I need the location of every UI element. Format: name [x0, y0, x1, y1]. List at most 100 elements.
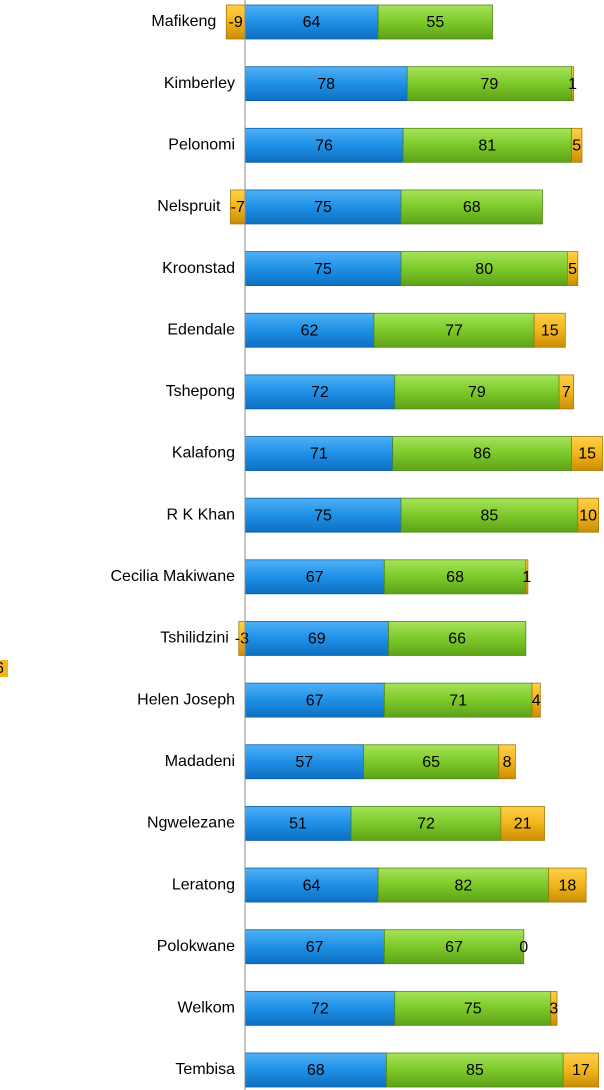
- category-label: Tshilidzini: [160, 630, 228, 647]
- bar-segment: [244, 929, 385, 965]
- bar-segment: [406, 66, 572, 102]
- data-label: 72: [417, 816, 435, 833]
- category-label: Madadeni: [165, 753, 235, 770]
- data-label: 51: [289, 816, 307, 833]
- bar-segment: [394, 374, 560, 410]
- bar-segment: [244, 621, 389, 656]
- data-label: 67: [306, 569, 324, 586]
- data-label: 15: [578, 446, 596, 463]
- data-label: 57: [295, 754, 313, 771]
- data-label: 72: [311, 1001, 329, 1018]
- data-label: 64: [303, 877, 321, 894]
- bar-segment: [244, 436, 394, 471]
- category-label: Leratong: [172, 876, 235, 893]
- data-label: 8: [503, 754, 512, 771]
- data-label: 66: [448, 631, 466, 648]
- data-label: 55: [426, 14, 444, 31]
- data-label: -9: [229, 14, 243, 31]
- data-label: 65: [422, 754, 440, 771]
- bar-segment: [244, 189, 402, 225]
- bar-segment: [577, 497, 599, 533]
- bar-segment: [402, 127, 572, 163]
- data-label: 79: [480, 76, 498, 93]
- data-label: 17: [572, 1062, 590, 1079]
- category-label: Tshepong: [166, 383, 235, 400]
- data-label: 68: [446, 569, 464, 586]
- category-label: Nelspruit: [157, 198, 221, 215]
- bar-segment: [350, 806, 502, 841]
- data-label: 80: [475, 261, 493, 278]
- bar-segment: [386, 1052, 564, 1088]
- data-label: 0: [519, 939, 528, 956]
- category-label: Pelonomi: [168, 137, 235, 154]
- data-label: 68: [307, 1062, 325, 1079]
- category-label: Helen Joseph: [137, 691, 235, 708]
- bar-segment: [566, 251, 579, 286]
- bar-segment: [571, 436, 604, 471]
- bar-segment: [525, 559, 529, 595]
- data-label: 67: [306, 939, 324, 956]
- data-label: 76: [315, 138, 333, 155]
- data-label: 72: [311, 384, 329, 401]
- bar-segment: [244, 312, 375, 348]
- bar-segment: [244, 127, 404, 163]
- bar-segment: [400, 251, 568, 286]
- bar-segment: [377, 4, 493, 40]
- category-label: Polokwane: [157, 938, 235, 955]
- data-label: 71: [449, 692, 467, 709]
- bar-segment: [363, 744, 500, 780]
- bar-segment: [244, 374, 396, 410]
- data-label: 7: [562, 384, 571, 401]
- bar-segment: [571, 66, 575, 102]
- bar-segment: [558, 374, 575, 410]
- bar-segment: [500, 806, 545, 841]
- data-label: 18: [558, 877, 576, 894]
- data-label: 85: [480, 507, 498, 524]
- category-label: Ngwelezane: [147, 815, 235, 832]
- category-label: Kroonstad: [162, 260, 235, 277]
- data-label: 1: [522, 569, 531, 586]
- data-label: 15: [541, 322, 559, 339]
- data-label: 75: [314, 261, 332, 278]
- bar-segment: [550, 990, 558, 1026]
- data-label: 1: [568, 76, 577, 93]
- data-label: 82: [455, 877, 473, 894]
- bar-segment: [244, 806, 352, 841]
- data-label: 75: [314, 199, 332, 216]
- data-label: 62: [301, 322, 319, 339]
- bar-segment: [498, 744, 516, 780]
- bar-segment: [548, 867, 587, 903]
- data-label: 67: [445, 939, 463, 956]
- bar-segment: [562, 1052, 599, 1088]
- bar-segment: [244, 251, 402, 286]
- bar-segment: [244, 682, 385, 718]
- bar-segment: [400, 189, 543, 225]
- bar-segment: [571, 127, 583, 163]
- category-label: Kalafong: [172, 445, 235, 462]
- category-label: Welkom: [178, 1000, 236, 1017]
- data-label: 69: [308, 631, 326, 648]
- data-label: 68: [463, 199, 481, 216]
- bar-segment: [533, 312, 566, 348]
- data-label: 75: [314, 507, 332, 524]
- data-label: 21: [514, 816, 532, 833]
- category-label: Tembisa: [175, 1061, 235, 1078]
- data-label: 78: [317, 76, 335, 93]
- bar-segment: [244, 1052, 387, 1088]
- data-label: -3: [235, 631, 249, 648]
- data-label: 4: [532, 692, 541, 709]
- stray-label-box: [0, 660, 8, 677]
- category-label: Kimberley: [164, 75, 235, 92]
- data-label: 64: [303, 14, 321, 31]
- bar-segment: [531, 682, 541, 718]
- data-label: 79: [468, 384, 486, 401]
- data-label: 71: [310, 446, 328, 463]
- data-label: 67: [306, 692, 324, 709]
- bar-segment: [373, 312, 535, 348]
- bar-segment: [388, 621, 527, 656]
- bar-segment: [244, 66, 408, 102]
- data-label: 10: [579, 507, 597, 524]
- data-label: 85: [466, 1062, 484, 1079]
- category-label: Edendale: [167, 321, 235, 338]
